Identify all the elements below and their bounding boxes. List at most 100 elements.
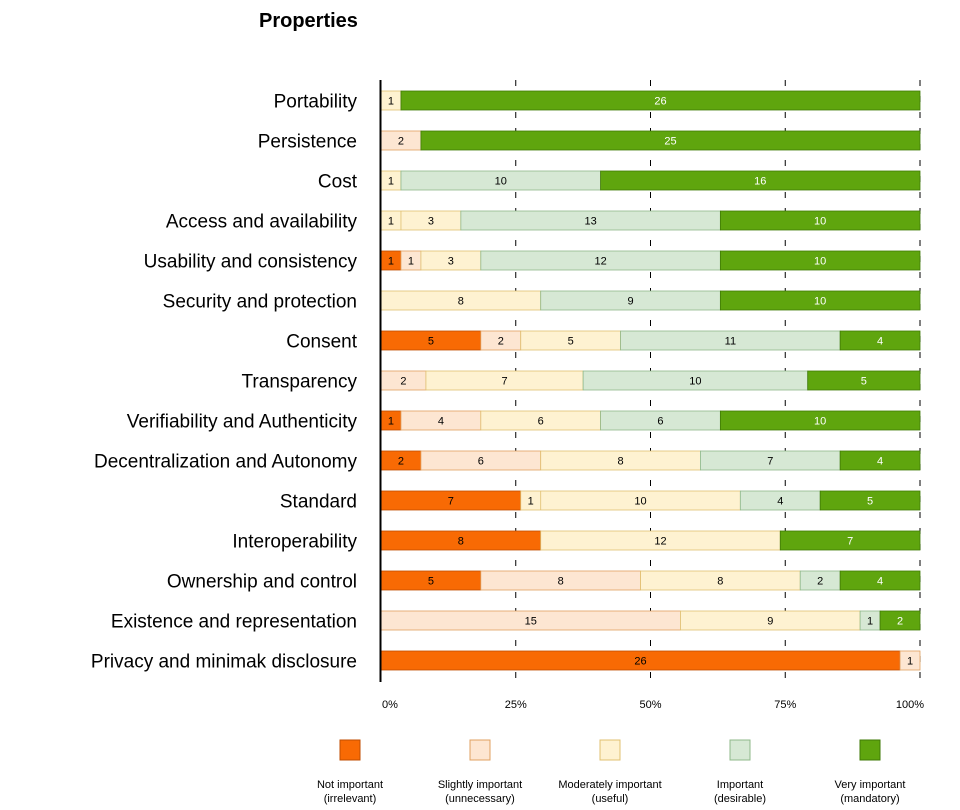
bar-segment [719,410,921,431]
segment-value-label: 4 [438,416,444,428]
segment-value-label: 9 [767,616,773,628]
segment-value-label: 4 [777,496,783,508]
category-label: Standard [280,492,357,513]
segment-value-label: 10 [814,296,826,308]
legend-label: Not important [317,779,383,791]
legend-label: (mandatory) [840,793,899,805]
segment-value-label: 7 [501,376,507,388]
segment-value-label: 9 [627,296,633,308]
legend-swatch [729,739,751,761]
segment-value-label: 16 [754,176,766,188]
segment-value-label: 15 [525,616,537,628]
legend-label: Important [717,779,763,791]
segment-value-label: 1 [408,256,414,268]
segment-value-label: 2 [817,576,823,588]
segment-value-label: 7 [847,536,853,548]
category-label: Privacy and minimak disclosure [91,652,357,673]
segment-value-label: 4 [877,336,883,348]
bar-segment [719,290,921,311]
bar-segment [839,570,921,591]
segment-value-label: 10 [495,176,507,188]
segment-value-label: 1 [388,176,394,188]
segment-value-label: 12 [594,256,606,268]
segment-value-label: 10 [689,376,701,388]
legend-swatch [339,739,361,761]
legend-label: (unnecessary) [445,793,515,805]
legend-label: Slightly important [438,779,522,791]
segment-value-label: 10 [814,416,826,428]
bar-segment [520,490,741,511]
category-label: Transparency [242,372,358,393]
segment-value-label: 6 [657,416,663,428]
bar-segment [879,610,921,631]
category-label: Portability [274,92,358,113]
segment-value-label: 10 [814,216,826,228]
segment-value-label: 6 [478,456,484,468]
bar-segment [420,130,921,151]
segment-value-label: 1 [388,416,394,428]
segment-value-label: 25 [664,136,676,148]
chart-title: Properties [259,10,358,32]
segment-value-label: 4 [877,576,883,588]
legend-swatch [469,739,491,761]
segment-value-label: 2 [398,136,404,148]
segment-value-label: 12 [654,536,666,548]
segment-value-label: 4 [877,456,883,468]
segment-value-label: 3 [448,256,454,268]
category-label: Existence and representation [111,612,357,633]
bar-segment [899,650,921,671]
segment-value-label: 8 [558,576,564,588]
segment-value-label: 7 [767,456,773,468]
category-label: Cost [318,172,358,193]
segment-value-label: 2 [897,616,903,628]
legend-label: Very important [835,779,906,791]
legend-swatch [859,739,881,761]
category-label: Consent [286,332,357,353]
category-label: Verifiability and Authenticity [127,412,358,433]
category-label: Decentralization and Autonomy [94,452,357,473]
bar-segment [779,530,921,551]
legend-label: (irrelevant) [324,793,377,805]
category-label: Interoperability [232,532,357,553]
segment-value-label: 11 [725,336,736,348]
bar-segment [719,210,921,231]
x-tick-label: 100% [896,699,924,711]
bar-segment [600,170,921,191]
segment-value-label: 8 [458,296,464,308]
category-label: Security and protection [163,292,357,313]
bar-segment [719,250,921,271]
bar-segment [839,450,921,471]
bar-segment [819,490,921,511]
segment-value-label: 26 [634,656,646,668]
segment-value-label: 5 [428,576,434,588]
x-tick-label: 75% [774,699,796,711]
segment-value-label: 1 [907,656,913,668]
segment-value-label: 10 [634,496,646,508]
legend-label: Moderately important [558,779,661,791]
segment-value-label: 10 [814,256,826,268]
segment-value-label: 5 [428,336,434,348]
segment-value-label: 2 [498,336,504,348]
segment-value-label: 8 [617,456,623,468]
segment-value-label: 2 [400,376,406,388]
legend-label: (useful) [592,793,629,805]
category-label: Usability and consistency [144,252,358,273]
segment-value-label: 1 [867,616,873,628]
segment-value-label: 3 [428,216,434,228]
bar-segment [807,370,921,391]
segment-value-label: 13 [584,216,596,228]
bar-segment [839,330,921,351]
bar-segment [400,90,921,111]
segment-value-label: 8 [717,576,723,588]
segment-value-label: 6 [538,416,544,428]
legend-swatch [599,739,621,761]
category-label: Persistence [258,132,357,153]
segment-value-label: 2 [398,456,404,468]
segment-value-label: 1 [388,256,394,268]
segment-value-label: 1 [388,96,394,108]
x-tick-label: 0% [382,699,398,711]
segment-value-label: 5 [568,336,574,348]
x-tick-label: 25% [505,699,527,711]
category-label: Ownership and control [167,572,357,593]
